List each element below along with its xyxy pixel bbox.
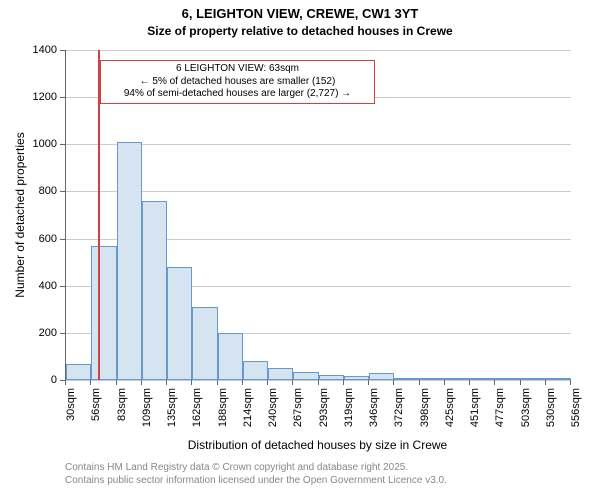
- x-tick-mark: [242, 380, 243, 385]
- x-tick-label: 425sqm: [444, 388, 456, 438]
- histogram-bar: [293, 372, 318, 380]
- x-axis-label: Distribution of detached houses by size …: [65, 438, 570, 452]
- footer-line1: Contains HM Land Registry data © Crown c…: [65, 462, 408, 473]
- x-tick-label: 451sqm: [469, 388, 481, 438]
- annotation-line1: 6 LEIGHTON VIEW: 63sqm: [105, 63, 370, 76]
- histogram-bar: [344, 376, 369, 380]
- annotation-line2: ← 5% of detached houses are smaller (152…: [105, 76, 370, 89]
- x-tick-label: 293sqm: [318, 388, 330, 438]
- x-tick-mark: [419, 380, 420, 385]
- x-tick-mark: [65, 380, 66, 385]
- histogram-bar: [243, 361, 268, 380]
- chart-container: 6, LEIGHTON VIEW, CREWE, CW1 3YT Size of…: [0, 0, 600, 500]
- x-tick-label: 162sqm: [191, 388, 203, 438]
- y-tick-label: 1400: [0, 44, 57, 56]
- x-tick-label: 135sqm: [166, 388, 178, 438]
- histogram-bar: [394, 378, 419, 380]
- x-tick-mark: [267, 380, 268, 385]
- y-tick-label: 1000: [0, 138, 57, 150]
- x-tick-mark: [545, 380, 546, 385]
- histogram-bar: [495, 378, 520, 380]
- x-tick-label: 556sqm: [570, 388, 582, 438]
- y-tick-label: 400: [0, 280, 57, 292]
- y-tick-label: 0: [0, 374, 57, 386]
- histogram-bar: [142, 201, 167, 380]
- histogram-bar: [117, 142, 142, 380]
- histogram-bar: [445, 378, 470, 380]
- gridline: [66, 50, 571, 51]
- gridline: [66, 144, 571, 145]
- x-tick-mark: [191, 380, 192, 385]
- gridline: [66, 380, 571, 381]
- x-tick-label: 398sqm: [419, 388, 431, 438]
- annotation-box: 6 LEIGHTON VIEW: 63sqm ← 5% of detached …: [100, 60, 375, 104]
- x-tick-mark: [90, 380, 91, 385]
- histogram-bar: [268, 368, 293, 380]
- x-tick-label: 372sqm: [393, 388, 405, 438]
- x-tick-mark: [520, 380, 521, 385]
- histogram-bar: [420, 378, 445, 380]
- annotation-line3: 94% of semi-detached houses are larger (…: [105, 88, 370, 101]
- histogram-bar: [369, 373, 394, 380]
- gridline: [66, 191, 571, 192]
- footer-line2: Contains public sector information licen…: [65, 475, 447, 486]
- x-tick-mark: [469, 380, 470, 385]
- histogram-bar: [66, 364, 91, 381]
- histogram-bar: [521, 378, 546, 380]
- x-tick-mark: [368, 380, 369, 385]
- y-tick-mark: [60, 333, 65, 334]
- histogram-bar: [546, 378, 571, 380]
- histogram-bar: [319, 375, 344, 380]
- x-tick-mark: [494, 380, 495, 385]
- x-tick-mark: [343, 380, 344, 385]
- x-tick-label: 503sqm: [520, 388, 532, 438]
- x-tick-label: 214sqm: [242, 388, 254, 438]
- y-tick-mark: [60, 191, 65, 192]
- x-tick-label: 240sqm: [267, 388, 279, 438]
- x-tick-mark: [116, 380, 117, 385]
- y-tick-label: 800: [0, 185, 57, 197]
- x-tick-label: 109sqm: [141, 388, 153, 438]
- y-tick-mark: [60, 50, 65, 51]
- histogram-bar: [192, 307, 217, 380]
- y-tick-mark: [60, 239, 65, 240]
- x-tick-label: 319sqm: [343, 388, 355, 438]
- x-tick-mark: [166, 380, 167, 385]
- x-tick-label: 530sqm: [545, 388, 557, 438]
- y-tick-mark: [60, 144, 65, 145]
- x-tick-label: 477sqm: [494, 388, 506, 438]
- y-tick-label: 600: [0, 233, 57, 245]
- x-tick-label: 346sqm: [368, 388, 380, 438]
- histogram-bar: [470, 378, 495, 380]
- x-tick-label: 267sqm: [292, 388, 304, 438]
- histogram-bar: [167, 267, 192, 380]
- x-tick-mark: [570, 380, 571, 385]
- histogram-bar: [218, 333, 243, 380]
- x-tick-mark: [141, 380, 142, 385]
- x-tick-label: 83sqm: [116, 388, 128, 438]
- x-tick-mark: [217, 380, 218, 385]
- histogram-bar: [91, 246, 116, 380]
- y-tick-label: 200: [0, 327, 57, 339]
- chart-title-line2: Size of property relative to detached ho…: [0, 24, 600, 38]
- x-tick-mark: [444, 380, 445, 385]
- y-tick-label: 1200: [0, 91, 57, 103]
- x-tick-label: 30sqm: [65, 388, 77, 438]
- x-tick-label: 56sqm: [90, 388, 102, 438]
- x-tick-mark: [393, 380, 394, 385]
- y-tick-mark: [60, 97, 65, 98]
- y-tick-mark: [60, 286, 65, 287]
- x-tick-mark: [292, 380, 293, 385]
- x-tick-label: 188sqm: [217, 388, 229, 438]
- x-tick-mark: [318, 380, 319, 385]
- chart-title-line1: 6, LEIGHTON VIEW, CREWE, CW1 3YT: [0, 6, 600, 21]
